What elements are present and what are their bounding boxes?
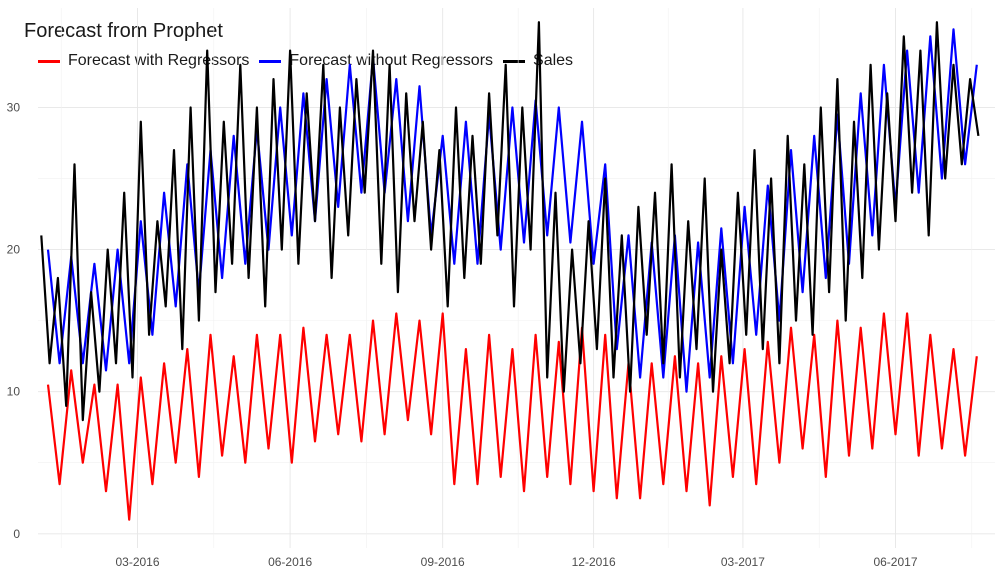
legend-key-sales [503,59,526,63]
y-tick-label: 30 [7,100,21,114]
series-layer [40,21,980,521]
legend-label-sales: Sales [533,52,574,69]
x-tick-label: 06-2017 [873,555,917,569]
x-tick-label: 09-2016 [421,555,465,569]
x-tick-label: 12-2016 [572,555,616,569]
series-line-forecast-with-regressors [46,312,978,521]
legend-key-forecast-with-regressors [38,59,60,63]
legend-item-forecast-with-regressors: Forecast with Regressors [38,52,249,70]
legend-item-forecast-without-regressors: Forecast without Regressors [259,52,493,70]
y-tick-label: 0 [13,527,20,541]
legend-label-forecast-with-regressors: Forecast with Regressors [68,52,250,69]
chart-title: Forecast from Prophet [24,20,223,42]
legend: Forecast with Regressors Forecast withou… [38,50,583,72]
x-tick-label: 03-2016 [115,555,159,569]
legend-key-forecast-without-regressors [259,59,282,63]
series-line-sales [40,21,980,422]
legend-item-sales: Sales [503,52,573,70]
y-tick-label: 10 [7,385,21,399]
grid [38,8,995,548]
axis-labels: 0 10 20 30 03-2016 06-2016 09-2016 12-2016 03-20… [7,100,918,569]
x-tick-label: 03-2017 [721,555,765,569]
legend-label-forecast-without-regressors: Forecast without Regressors [289,52,494,69]
y-tick-label: 20 [7,243,21,257]
series-line-forecast-without-regressors [46,28,978,393]
x-tick-label: 06-2016 [268,555,312,569]
